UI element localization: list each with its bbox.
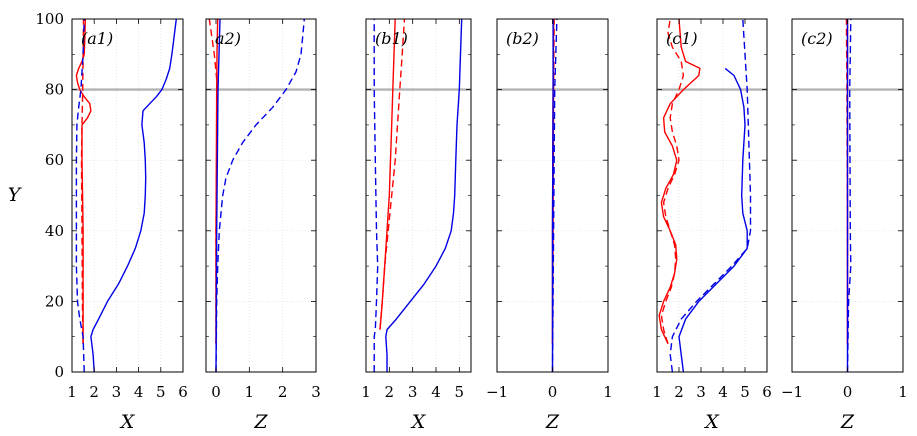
panel-tag: (c1) xyxy=(666,29,698,48)
x-tick-label: 5 xyxy=(455,383,465,401)
panel-tag: (b1) xyxy=(375,29,408,48)
x-axis-label: X xyxy=(410,411,427,433)
series-red-dashed xyxy=(80,19,85,344)
x-tick-label: 1 xyxy=(361,383,371,401)
series-blue-solid xyxy=(90,19,177,372)
x-tick-label: −1 xyxy=(486,383,508,401)
panel-tag: (c2) xyxy=(801,29,833,48)
series-blue-dashed xyxy=(75,19,85,372)
x-tick-label: 1 xyxy=(67,383,77,401)
x-axis-label: X xyxy=(703,411,720,433)
x-tick-label: 3 xyxy=(112,383,122,401)
x-tick-label: 2 xyxy=(278,383,288,401)
x-tick-label: 5 xyxy=(740,383,750,401)
panel-tag: (a1) xyxy=(81,29,113,48)
x-tick-label: 2 xyxy=(385,383,395,401)
x-tick-label: 4 xyxy=(431,383,441,401)
series-blue-solid xyxy=(385,19,463,372)
panel-tag: (b2) xyxy=(506,29,539,48)
panel-b2: −1 0 1 Z (b2) xyxy=(486,18,613,433)
panel-frame xyxy=(656,18,768,373)
x-tick-label: −1 xyxy=(781,383,803,401)
panel-c1: 1 2 3 4 5 6 X (c1) xyxy=(652,18,772,433)
x-axis-label: Z xyxy=(253,411,268,433)
x-axis-label: Z xyxy=(545,411,560,433)
x-tick-label: 5 xyxy=(156,383,166,401)
y-tick-label: 60 xyxy=(45,151,64,169)
y-tick-label: 0 xyxy=(54,363,64,381)
x-tick-label: 6 xyxy=(762,383,772,401)
panel-frame xyxy=(71,18,184,373)
series-blue-dashed xyxy=(373,19,379,372)
y-tick-label: 100 xyxy=(35,10,64,28)
x-tick-label: 6 xyxy=(178,383,188,401)
series-red-dashed xyxy=(379,19,406,330)
x-tick-label: 0 xyxy=(548,383,558,401)
x-tick-label: 4 xyxy=(134,383,144,401)
x-tick-label: 1 xyxy=(652,383,662,401)
panel-c2: −1 0 1 Z (c2) xyxy=(781,18,908,433)
x-tick-label: 1 xyxy=(245,383,255,401)
series-blue-dashed xyxy=(846,19,852,372)
x-axis-label: X xyxy=(119,411,136,433)
x-tick-label: 1 xyxy=(603,383,613,401)
series-red-dashed xyxy=(660,19,685,345)
x-tick-label: 3 xyxy=(408,383,418,401)
panel-a2: 0 1 2 3 Za2) xyxy=(205,18,321,433)
y-tick-label: 40 xyxy=(45,222,64,240)
series-blue-dashed xyxy=(551,19,558,372)
x-tick-label: 1 xyxy=(898,383,908,401)
x-tick-label: 0 xyxy=(843,383,853,401)
x-tick-label: 4 xyxy=(718,383,728,401)
series-red-solid xyxy=(658,19,701,345)
y-axis-label: Y xyxy=(8,184,23,206)
series-red-solid xyxy=(379,19,396,330)
panel-tag: a2) xyxy=(215,29,241,48)
series-blue-dashed xyxy=(669,19,752,372)
series-blue-solid xyxy=(551,19,554,372)
series-blue-solid xyxy=(678,67,748,372)
x-tick-label: 2 xyxy=(674,383,684,401)
x-tick-label: 2 xyxy=(89,383,99,401)
panel-b1: 1 2 3 4 5 X (b1) xyxy=(361,18,472,433)
series-red-solid xyxy=(75,19,92,344)
y-tick-label: 80 xyxy=(45,81,64,99)
y-tick-label: 20 xyxy=(45,292,64,310)
x-tick-label: 3 xyxy=(696,383,706,401)
x-tick-label: 0 xyxy=(211,383,221,401)
series-blue-dashed xyxy=(215,19,305,372)
x-axis-label: Z xyxy=(840,411,855,433)
x-tick-label: 3 xyxy=(311,383,321,401)
